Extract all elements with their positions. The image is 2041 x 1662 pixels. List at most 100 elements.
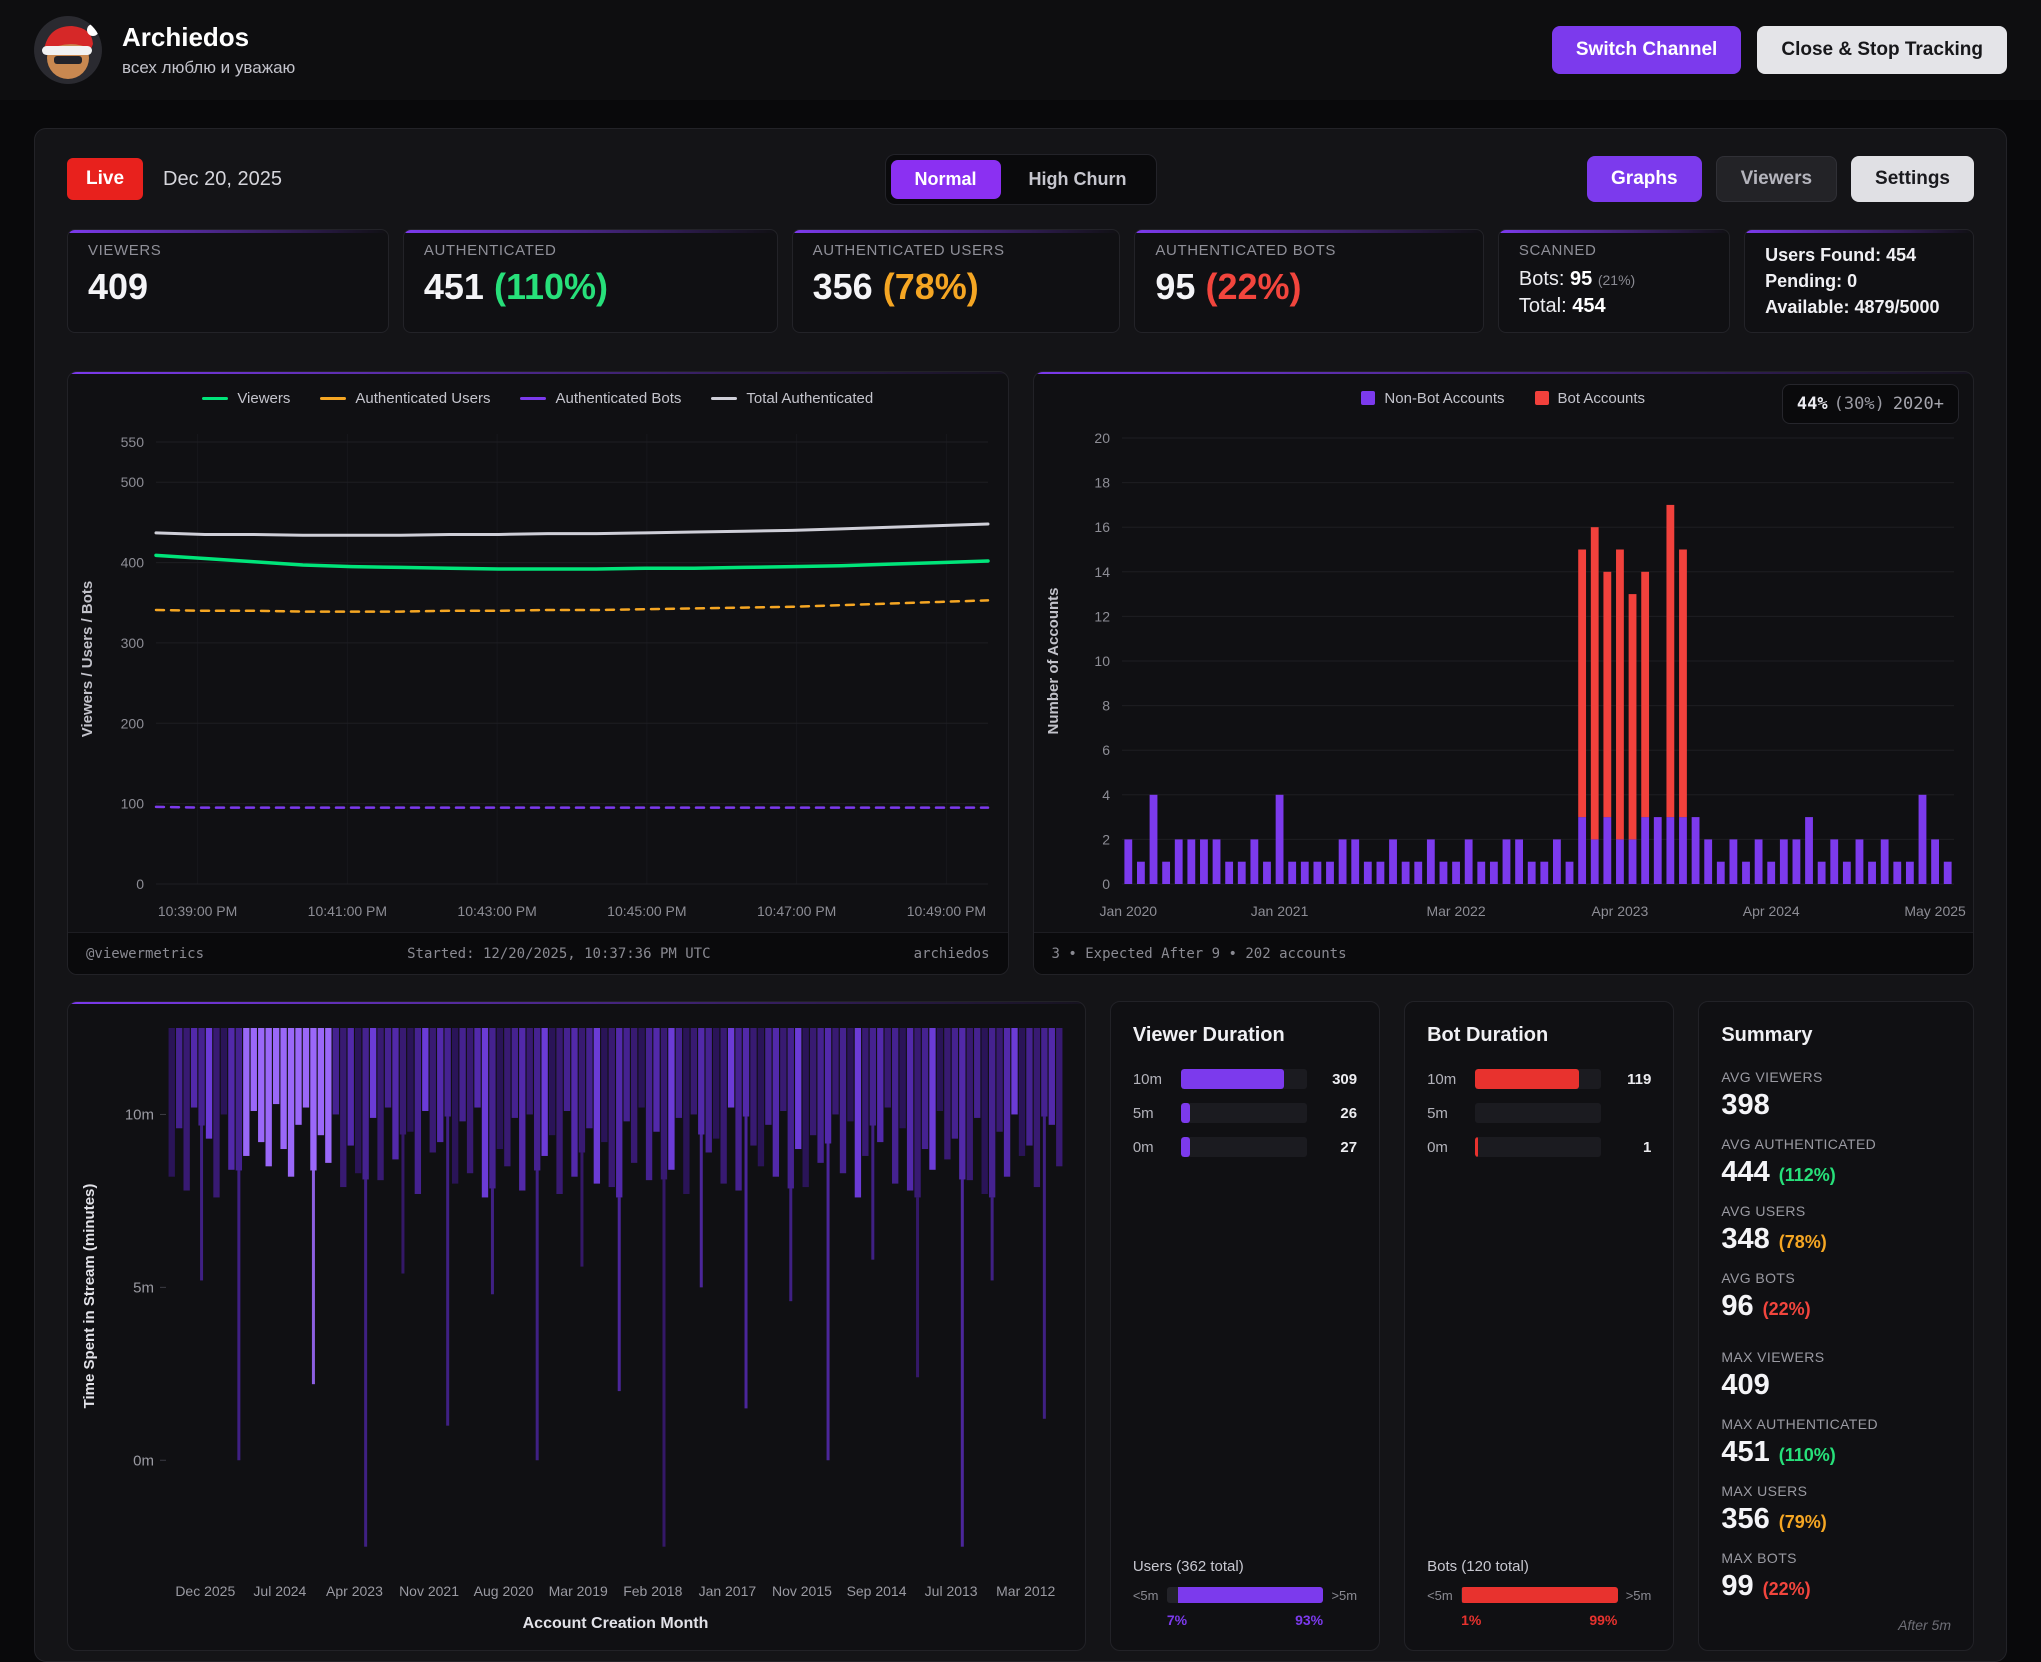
stat-percent: (22%) bbox=[1205, 266, 1302, 307]
stat-value: 451 bbox=[423, 266, 484, 307]
nonbot-bar bbox=[1363, 861, 1372, 885]
split-left-pct: 7% bbox=[1166, 1612, 1188, 1629]
nonbot-bar bbox=[1275, 795, 1283, 885]
series-authenticated-bots bbox=[154, 805, 990, 810]
nonbot-bar bbox=[1867, 861, 1876, 885]
avatar-icon bbox=[34, 16, 102, 84]
nonbot-bar bbox=[1186, 839, 1195, 885]
svg-text:Jul 2024: Jul 2024 bbox=[253, 1583, 306, 1599]
duration-row-label: 5m bbox=[1427, 1104, 1448, 1122]
svg-text:Aug 2020: Aug 2020 bbox=[474, 1583, 534, 1599]
stat-label: VIEWERS bbox=[88, 242, 162, 259]
bot-duration-panel: Bot Duration 10m 119 5m 0m 1 Bots (120 total… bbox=[1404, 1001, 1675, 1652]
summary-item-percent: (112%) bbox=[1773, 1165, 1836, 1186]
nonbot-bar bbox=[1489, 861, 1498, 885]
footer-channel: archiedos bbox=[913, 945, 990, 962]
duration-row: 10m 119 bbox=[1427, 1069, 1652, 1090]
nonbot-bar bbox=[1728, 839, 1737, 885]
mode-toggle: Normal High Churn bbox=[884, 153, 1157, 205]
svg-text:Jan 2021: Jan 2021 bbox=[1250, 903, 1308, 919]
svg-text:Dec 2025: Dec 2025 bbox=[175, 1583, 235, 1599]
legend-label: Non-Bot Accounts bbox=[1384, 389, 1505, 407]
summary-item-value: 451 (110%) bbox=[1721, 1436, 1836, 1469]
nonbot-bar bbox=[1464, 839, 1473, 885]
stat-card-authenticated: AUTHENTICATED 451 (110%) bbox=[402, 229, 778, 334]
nonbot-bar bbox=[1741, 861, 1750, 885]
channel-avatar bbox=[34, 16, 102, 84]
age-badge-tag: 2020+ bbox=[1892, 394, 1944, 415]
nonbot-bar bbox=[1350, 839, 1359, 885]
nonbot-bar bbox=[1413, 861, 1422, 885]
stat-card-viewers: VIEWERS 409 bbox=[67, 229, 389, 334]
svg-text:4: 4 bbox=[1102, 787, 1110, 803]
summary-item: MAX VIEWERS 409 bbox=[1721, 1349, 1951, 1402]
stat-percent: (78%) bbox=[882, 266, 979, 307]
svg-text:0: 0 bbox=[1102, 876, 1110, 892]
nonbot-bar bbox=[1439, 861, 1447, 885]
tab-graphs[interactable]: Graphs bbox=[1587, 156, 1702, 202]
footer-started: Started: 12/20/2025, 10:37:36 PM UTC bbox=[407, 945, 711, 962]
age-badge-sub: (30%) bbox=[1833, 394, 1885, 415]
mode-high-churn-button[interactable]: High Churn bbox=[1005, 160, 1151, 199]
nonbot-bar bbox=[1388, 839, 1397, 885]
footer-handle: @viewermetrics bbox=[86, 945, 205, 962]
summary-item-label: MAX AUTHENTICATED bbox=[1721, 1416, 1879, 1433]
nonbot-bar bbox=[1640, 817, 1649, 885]
svg-text:Mar 2012: Mar 2012 bbox=[996, 1583, 1055, 1599]
svg-text:Number of Accounts: Number of Accounts bbox=[1045, 588, 1062, 735]
bot-bar bbox=[1602, 572, 1611, 818]
legend-swatch bbox=[202, 396, 229, 400]
nonbot-bar bbox=[1804, 817, 1813, 885]
duration-row-value: 119 bbox=[1627, 1070, 1652, 1088]
switch-channel-button[interactable]: Switch Channel bbox=[1551, 26, 1742, 74]
summary-item-percent: (110%) bbox=[1773, 1445, 1836, 1466]
tab-settings[interactable]: Settings bbox=[1851, 156, 1974, 202]
svg-text:20: 20 bbox=[1094, 430, 1110, 446]
svg-text:Mar 2019: Mar 2019 bbox=[549, 1583, 608, 1599]
mode-normal-button[interactable]: Normal bbox=[890, 159, 1001, 199]
svg-text:6: 6 bbox=[1102, 742, 1110, 758]
summary-item-label: AVG BOTS bbox=[1721, 1270, 1796, 1287]
dashboard-card: Live Dec 20, 2025 Normal High Churn Grap… bbox=[34, 128, 2007, 1662]
svg-text:10:43:00 PM: 10:43:00 PM bbox=[457, 903, 536, 919]
nonbot-bar bbox=[1224, 861, 1233, 885]
stat-value: 356 bbox=[812, 266, 873, 307]
nonbot-bar bbox=[1539, 861, 1548, 885]
histogram-footer: 3 • Expected After 9 • 202 accounts bbox=[1033, 932, 1973, 975]
nonbot-bar bbox=[1855, 839, 1863, 885]
duration-row-label: 0m bbox=[1427, 1138, 1448, 1156]
nonbot-bar bbox=[1892, 861, 1901, 885]
histogram-chart: 0 2 4 6 8 10 12 14 16 18 20 Number of Accounts Jan 2… bbox=[1045, 430, 1966, 919]
svg-text:200: 200 bbox=[121, 716, 145, 732]
nonbot-bar bbox=[1678, 817, 1687, 885]
nonbot-bar bbox=[1262, 861, 1271, 885]
nonbot-bar bbox=[1918, 795, 1926, 885]
duration-row-label: 5m bbox=[1132, 1104, 1154, 1122]
scanned-bots-line: Bots: 95 (21%) bbox=[1518, 268, 1636, 290]
summary-item-percent: (78%) bbox=[1773, 1232, 1827, 1253]
svg-text:550: 550 bbox=[121, 434, 145, 450]
svg-text:500: 500 bbox=[121, 474, 145, 490]
legend-label: Viewers bbox=[237, 389, 291, 407]
nonbot-bar bbox=[1665, 817, 1674, 885]
stat-percent: (110%) bbox=[493, 266, 609, 307]
duration-row: 10m 309 bbox=[1133, 1069, 1358, 1090]
close-stop-tracking-button[interactable]: Close & Stop Tracking bbox=[1757, 26, 2007, 74]
legend-label: Authenticated Bots bbox=[555, 389, 682, 407]
svg-text:16: 16 bbox=[1094, 519, 1110, 535]
nonbot-bar bbox=[1829, 839, 1838, 885]
duration-row: 5m bbox=[1427, 1103, 1651, 1124]
nonbot-bar bbox=[1943, 861, 1952, 885]
summary-item-value: 96 (22%) bbox=[1721, 1290, 1811, 1323]
summary-item-label: MAX BOTS bbox=[1721, 1550, 1797, 1567]
summary-item-percent: (79%) bbox=[1773, 1512, 1827, 1533]
histogram-legend: Non-Bot Accounts Bot Accounts bbox=[1034, 372, 1974, 424]
users-found-line: Users Found: 454 bbox=[1765, 245, 1917, 265]
time-spent-chart: 10m 5m 0m Time Spent in Stream (minutes) Dec… bbox=[81, 1028, 1063, 1632]
summary-item-percent: (22%) bbox=[1757, 1579, 1811, 1600]
svg-text:Jan 2017: Jan 2017 bbox=[699, 1583, 757, 1599]
stat-card-scanned: SCANNED Bots: 95 (21%) Total: 454 bbox=[1497, 229, 1731, 334]
duration-row-value: 309 bbox=[1332, 1070, 1358, 1088]
tab-viewers[interactable]: Viewers bbox=[1715, 156, 1838, 202]
svg-text:300: 300 bbox=[121, 635, 145, 651]
